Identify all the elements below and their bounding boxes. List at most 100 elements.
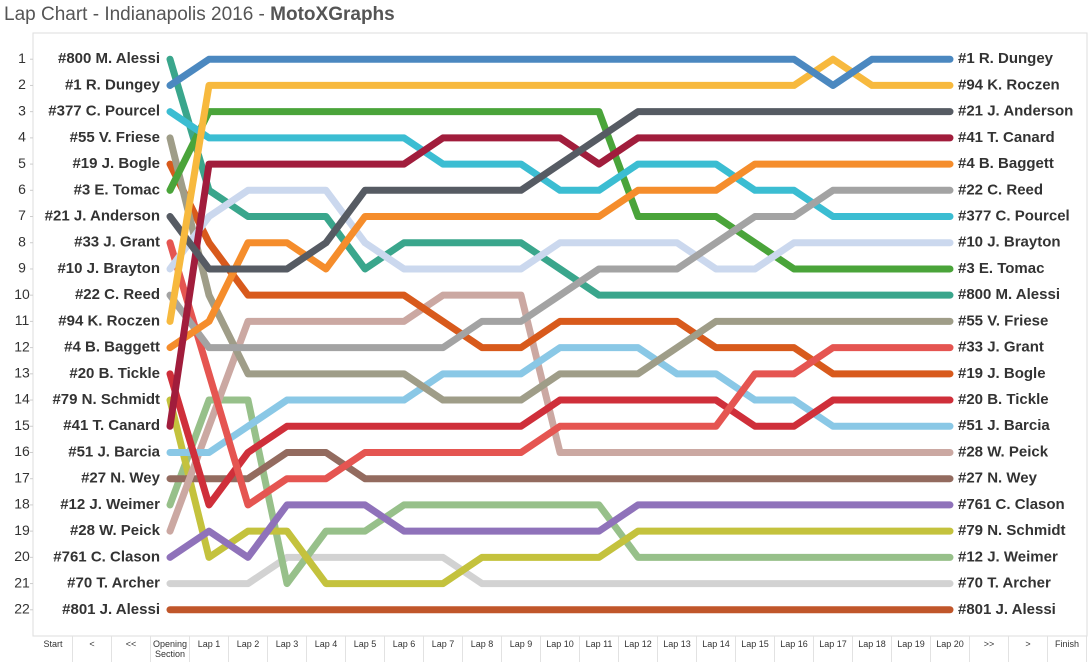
brand: MotoXGraphs (270, 4, 395, 25)
y-tick-label: 16 (14, 443, 30, 459)
start-label: #20 B. Tickle (69, 365, 160, 382)
rider-line (166, 55, 954, 89)
chart-title: Lap Chart - Indianapolis 2016 - MotoXGra… (4, 4, 395, 25)
rider-line (166, 448, 954, 483)
finish-label: #12 J. Weimer (958, 548, 1058, 565)
finish-label: #3 E. Tomac (958, 260, 1044, 277)
rider-line (166, 108, 954, 273)
finish-label: #4 B. Baggett (958, 155, 1054, 172)
finish-label: #41 T. Canard (958, 129, 1055, 146)
y-tick-label: 1 (18, 50, 26, 66)
finish-label: #10 J. Brayton (958, 234, 1061, 251)
y-tick-label: 14 (14, 391, 30, 407)
x-tick-label: Lap 17 (819, 639, 847, 649)
start-label: #70 T. Archer (67, 575, 160, 592)
start-label: #22 C. Reed (75, 286, 160, 303)
start-label: #28 W. Peick (70, 522, 161, 539)
x-tick-label: Lap 5 (353, 639, 377, 649)
plot-frame (32, 32, 1088, 637)
rider-line (166, 186, 954, 273)
x-tick-label: > (1025, 639, 1031, 649)
x-tick-label: Lap 20 (936, 639, 964, 649)
y-tick-label: 9 (18, 260, 26, 276)
finish-label: #19 J. Bogle (958, 365, 1046, 382)
x-tick-label: Start (43, 639, 63, 649)
finish-label: #79 N. Schmidt (958, 522, 1066, 539)
rider-line (166, 344, 954, 456)
x-tick-label: Lap 9 (509, 639, 533, 649)
start-label: #94 K. Roczen (58, 312, 160, 329)
x-tick-label: Lap 2 (236, 639, 260, 649)
start-label: #79 N. Schmidt (52, 391, 160, 408)
rider-line (166, 55, 954, 325)
x-tick-label: Lap 10 (546, 639, 574, 649)
start-label: #41 T. Canard (63, 417, 160, 434)
y-tick-label: 12 (14, 338, 30, 354)
rider-line (166, 55, 954, 299)
x-tick-label: Lap 16 (780, 639, 808, 649)
y-tick-label: 2 (18, 76, 26, 92)
finish-label: #27 N. Wey (958, 470, 1038, 487)
x-tick-label: >> (983, 639, 995, 649)
start-label: #21 J. Anderson (45, 207, 160, 224)
rider-line (166, 160, 954, 352)
finish-label: #70 T. Archer (958, 575, 1051, 592)
rider-line (166, 396, 954, 588)
x-tick-label: Lap 3 (275, 639, 299, 649)
rider-line (166, 239, 954, 509)
start-label: #10 J. Brayton (57, 260, 160, 277)
finish-label: #33 J. Grant (958, 339, 1044, 356)
y-tick-label: 13 (14, 365, 30, 381)
y-tick-label: 10 (14, 286, 30, 302)
y-tick-label: 17 (14, 469, 30, 485)
x-tick-label: Lap 1 (197, 639, 221, 649)
finish-label: #801 J. Alessi (958, 601, 1056, 618)
y-tick-label: 5 (18, 155, 26, 171)
y-tick-label: 11 (15, 312, 30, 328)
x-tick-label: << (125, 639, 137, 649)
y-tick-label: 8 (18, 233, 26, 249)
start-label: #800 M. Alessi (58, 50, 160, 67)
x-tick-label: Lap 6 (392, 639, 416, 649)
x-tick-label: Lap 19 (897, 639, 925, 649)
finish-label: #800 M. Alessi (958, 286, 1060, 303)
finish-label: #51 J. Barcia (958, 417, 1050, 434)
x-tick-label: Lap 18 (858, 639, 886, 649)
start-label: #55 V. Friese (70, 129, 160, 146)
rider-line (166, 186, 954, 352)
finish-label: #94 K. Roczen (958, 76, 1060, 93)
x-tick-label: < (89, 639, 95, 649)
y-tick-label: 19 (14, 522, 30, 538)
start-label: #761 C. Clason (53, 548, 160, 565)
x-tick-label: Lap 15 (741, 639, 769, 649)
x-tick-label: Opening Section (152, 639, 188, 659)
rider-line (166, 501, 954, 561)
y-tick-label: 7 (18, 207, 26, 223)
rider-line (166, 370, 954, 509)
start-label: #51 J. Barcia (68, 443, 160, 460)
rider-line (166, 108, 954, 273)
finish-label: #1 R. Dungey (958, 50, 1054, 67)
start-label: #27 N. Wey (81, 470, 161, 487)
start-label: #33 J. Grant (74, 234, 160, 251)
x-tick-label: Lap 13 (663, 639, 691, 649)
y-tick-label: 4 (18, 129, 26, 145)
y-tick-label: 15 (14, 417, 30, 433)
rider-line (166, 396, 954, 588)
start-label: #12 J. Weimer (60, 496, 160, 513)
start-label: #19 J. Bogle (72, 155, 160, 172)
x-tick-label: Lap 4 (314, 639, 338, 649)
start-label: #4 B. Baggett (64, 339, 160, 356)
y-tick-label: 3 (18, 102, 26, 118)
rider-line (166, 134, 954, 430)
rider-line (166, 108, 954, 221)
y-tick-label: 20 (14, 548, 30, 564)
finish-label: #55 V. Friese (958, 312, 1048, 329)
title: Lap Chart - Indianapolis 2016 - (4, 4, 265, 25)
finish-label: #377 C. Pourcel (958, 207, 1070, 224)
x-tick-label: Lap 11 (585, 639, 613, 649)
finish-label: #761 C. Clason (958, 496, 1065, 513)
x-tick-label: Lap 7 (431, 639, 455, 649)
